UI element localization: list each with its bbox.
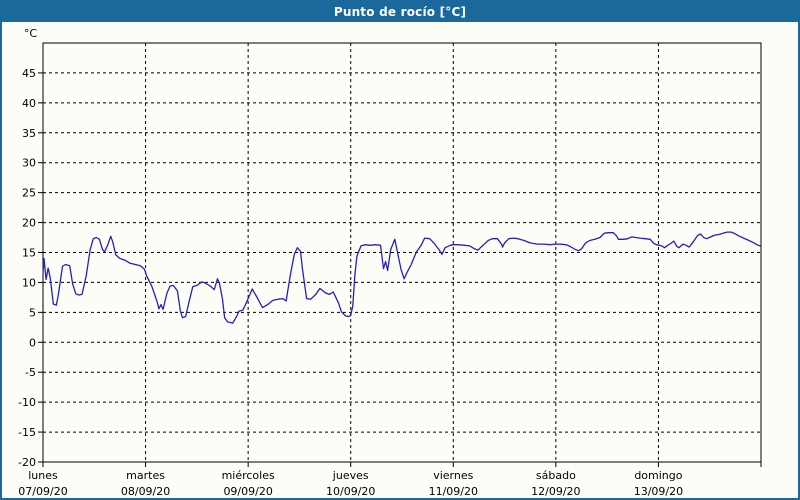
y-axis-tick-label: -20: [18, 456, 36, 469]
y-axis-tick-label: 40: [22, 97, 36, 110]
y-axis-tick-label: -5: [25, 366, 36, 379]
x-axis-date-label: 07/09/20: [18, 485, 67, 498]
x-axis-date-label: 09/09/20: [223, 485, 272, 498]
y-axis-unit-label: °C: [24, 27, 38, 40]
x-axis-day-label: domingo: [634, 469, 682, 482]
x-axis-date-label: 08/09/20: [121, 485, 170, 498]
x-axis-day-label: lunes: [28, 469, 58, 482]
x-axis-day-label: jueves: [332, 469, 369, 482]
x-axis-date-label: 12/09/20: [531, 485, 580, 498]
title-bar: Punto de rocío [°C]: [2, 2, 798, 22]
x-axis-day-label: martes: [126, 469, 165, 482]
y-axis-tick-label: -15: [18, 426, 36, 439]
x-axis-day-label: miércoles: [222, 469, 275, 482]
dew-point-line-chart: 45 40 35 30 25 20 15 10 5 0 -5 -10 -15 -20 °C lunes 07/0…: [18, 27, 762, 498]
y-axis-tick-label: -10: [18, 396, 36, 409]
y-axis-tick-label: 35: [22, 127, 36, 140]
y-axis-tick-label: 0: [29, 336, 36, 349]
plot-border: [42, 42, 762, 463]
x-axis-date-label: 13/09/20: [634, 485, 683, 498]
y-axis-tick-label: 25: [22, 187, 36, 200]
window-title: Punto de rocío [°C]: [333, 5, 467, 19]
x-axis-day-label: viernes: [433, 469, 473, 482]
chart-area: 45 40 35 30 25 20 15 10 5 0 -5 -10 -15 -20 °C lunes 07/0…: [2, 22, 798, 498]
dew-point-line: [42, 231, 761, 324]
y-axis-tick-label: 15: [22, 247, 36, 260]
y-axis-tick-label: 45: [22, 67, 36, 80]
y-axis-tick-label: 30: [22, 157, 36, 170]
y-axis-tick-label: 20: [22, 217, 36, 230]
y-axis-tick-label: 5: [29, 306, 36, 319]
x-axis-day-label: sábado: [536, 469, 576, 482]
y-axis-tick-label: 10: [22, 276, 36, 289]
x-axis-date-label: 11/09/20: [429, 485, 478, 498]
x-axis-date-label: 10/09/20: [326, 485, 375, 498]
